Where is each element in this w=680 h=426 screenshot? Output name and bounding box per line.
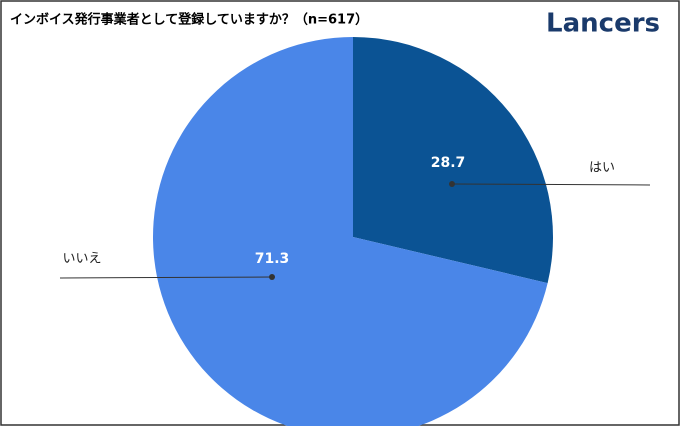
category-label: はい bbox=[589, 161, 615, 176]
category-label: いいえ bbox=[62, 252, 101, 267]
pie-slice bbox=[153, 37, 548, 426]
brand-logo: Lancers bbox=[546, 9, 660, 39]
leader-dot bbox=[449, 181, 455, 187]
chart-title: インボイス発行事業者として登録していますか？（n=617） bbox=[10, 12, 368, 28]
leader-line bbox=[451, 183, 651, 186]
data-label: 71.3 bbox=[255, 251, 290, 267]
leader-dot bbox=[269, 274, 275, 280]
leader-line bbox=[59, 276, 273, 279]
pie-slice bbox=[353, 37, 553, 284]
data-label: 28.7 bbox=[431, 155, 466, 171]
